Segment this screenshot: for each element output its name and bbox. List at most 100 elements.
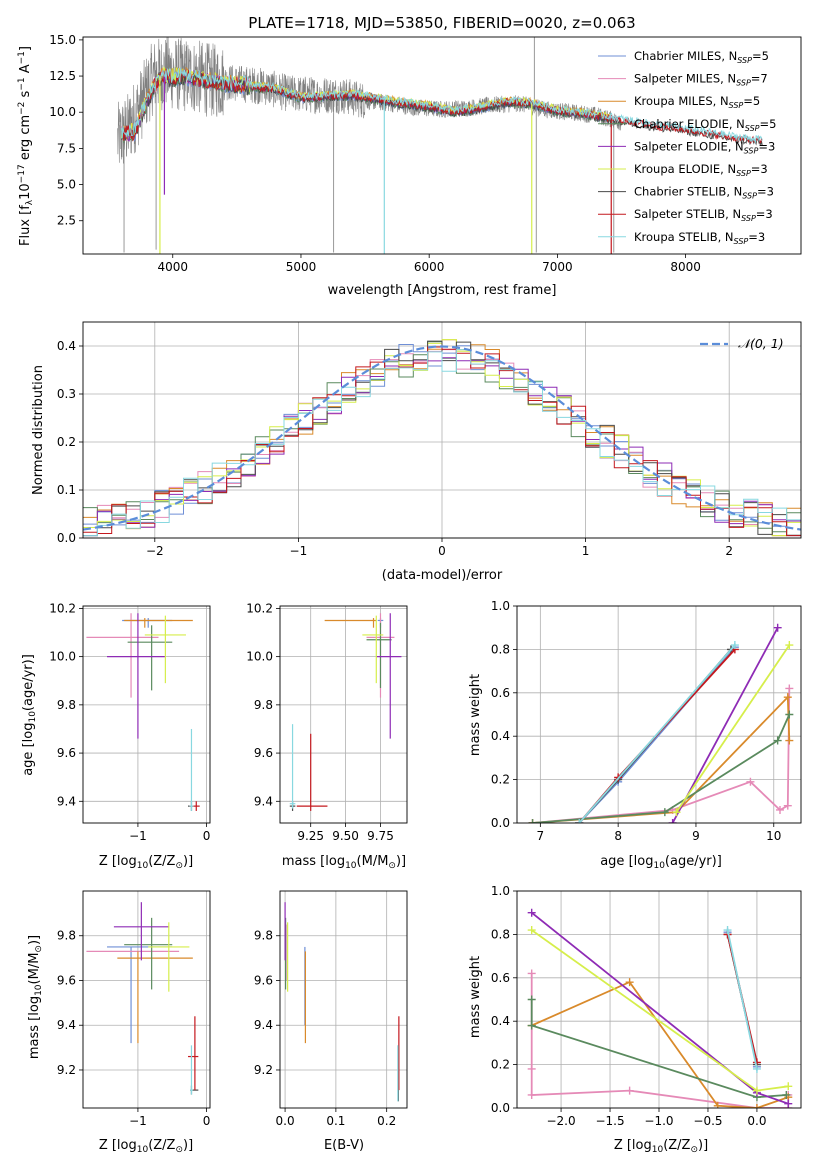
x-tick-label: 0.1	[326, 1114, 345, 1128]
plot-area	[117, 37, 763, 254]
x-tick-label: 7	[537, 829, 545, 843]
x-tick-label: 0	[203, 1114, 211, 1128]
mass-vs-ebv-panel: 0.0 0.1 0.2 9.2 9.4 9.6 9.8 E(B-V)	[254, 890, 408, 1153]
mass-weight-marker	[723, 926, 732, 935]
mass-weight-vs-age-ylabel: mass weight	[468, 674, 483, 756]
x-tick-label: 0	[438, 544, 446, 558]
y-tick-label: 0.8	[491, 642, 510, 656]
x-tick-label: 8	[614, 829, 622, 843]
mass-weight-marker	[785, 641, 794, 650]
mass-weight-vs-Z-plot: −2.0 −1.5 −1.0 −0.5 0.0 0.0 0.2 0.4 0.6 0.8 1.0	[491, 884, 802, 1128]
legend-text: Chabrier MILES, N	[634, 49, 737, 63]
axes-frame	[279, 890, 408, 1109]
mass-weight-marker	[752, 1064, 761, 1073]
legend-label: Chabrier ELODIE, NSSP=5	[634, 117, 776, 133]
x-tick-label: 9	[692, 829, 700, 843]
mass-weight-marker	[672, 808, 681, 817]
legend-text: Kroupa STELIB, N	[634, 230, 734, 244]
spectrum-ylabel: Flux [fλ10−17 erg cm−2 s−1 A−1]	[17, 46, 35, 246]
legend-label: Kroupa STELIB, NSSP=3	[634, 230, 765, 246]
y-tick-label: 9.8	[57, 698, 76, 712]
mass-weight-marker	[730, 641, 739, 650]
mass-weight-vs-age-panel: 7 8 9 10 0.0 0.2 0.4 0.6 0.8 1.0 age [log10(age/y…	[468, 599, 802, 871]
mass-weight-marker	[773, 736, 782, 745]
mass-weight-line	[532, 714, 791, 823]
mass-weight-marker	[783, 801, 792, 810]
y-tick-label: 10.2	[246, 601, 273, 615]
mass-weight-marker	[625, 1086, 634, 1095]
x-tick-label: 0.0	[747, 1114, 766, 1128]
legend-tail: =3	[757, 185, 774, 199]
y-tick-label: 0.3	[57, 387, 76, 401]
x-tick-label: −2	[146, 544, 164, 558]
y-tick-label: 10.2	[49, 601, 76, 615]
mass-weight-vs-Z-ylabel: mass weight	[468, 956, 483, 1038]
y-tick-label: 9.6	[254, 973, 273, 987]
x-tick-label: 2	[725, 544, 733, 558]
y-tick-label: 0.0	[491, 816, 510, 830]
legend-tail: =3	[756, 207, 773, 221]
y-tick-label: 0.2	[491, 773, 510, 787]
y-tick-label: 9.2	[57, 1063, 76, 1077]
y-tick-label: 0.6	[491, 971, 510, 985]
x-tick-label: 0.2	[377, 1114, 396, 1128]
legend-tail: =5	[743, 94, 760, 108]
y-tick-label: 9.6	[57, 973, 76, 987]
legend-sub: SSP	[737, 56, 752, 65]
mass-weight-line	[726, 929, 758, 1070]
y-tick-label: 0.8	[491, 927, 510, 941]
age-vs-mass-plot: 9.25 9.50 9.75 9.4 9.6 9.8 10.0 10.2	[246, 601, 408, 843]
y-tick-label: 9.8	[57, 929, 76, 943]
mass-weight-marker	[785, 684, 794, 693]
y-tick-label: 0.1	[57, 483, 76, 497]
y-tick-label: 9.4	[57, 1018, 76, 1032]
legend-text: Kroupa MILES, N	[634, 94, 729, 108]
mass-weight-marker	[527, 908, 536, 917]
x-tick-label: 9.25	[297, 829, 324, 843]
age-vs-Z-xlabel: Z [log10(Z/Z⊙)]	[99, 854, 193, 871]
axes-frame	[82, 890, 211, 1109]
y-tick-label: 9.8	[254, 698, 273, 712]
y-tick-label: 10.0	[49, 650, 76, 664]
mass-weight-marker	[773, 623, 782, 632]
age-vs-mass-panel: 9.25 9.50 9.75 9.4 9.6 9.8 10.0 10.2 mass [log1…	[246, 601, 408, 871]
legend-label: Salpeter MILES, NSSP=7	[634, 72, 768, 88]
y-tick-label: 10.0	[246, 650, 273, 664]
y-tick-label: 1.0	[491, 599, 510, 613]
plot-area	[86, 613, 200, 811]
mass-weight-line	[675, 644, 791, 813]
x-tick-label: −2.0	[546, 1114, 575, 1128]
legend-tail: =5	[760, 117, 777, 131]
x-tick-label: 0.0	[276, 1114, 295, 1128]
y-tick-label: 15.0	[49, 33, 76, 47]
x-tick-label: −1.5	[595, 1114, 624, 1128]
mass-weight-marker	[527, 1090, 536, 1099]
y-tick-label: 2.5	[57, 214, 76, 228]
mass-weight-vs-age-xlabel: age [log10(age/yr)]	[600, 854, 722, 871]
legend-sub: SSP	[744, 146, 759, 155]
x-tick-label: −1	[290, 544, 308, 558]
residual-xlabel: (data-model)/error	[382, 568, 503, 583]
age-vs-Z-plot: −1 0 9.4 9.6 9.8 10.0 10.2	[49, 601, 211, 843]
legend-sub: SSP	[741, 214, 756, 223]
legend-sub: SSP	[729, 101, 744, 110]
y-tick-label: 9.4	[254, 794, 273, 808]
x-tick-label: 10	[766, 829, 781, 843]
y-tick-label: 9.6	[254, 746, 273, 760]
mass-weight-marker	[527, 995, 536, 1004]
model-spectrum	[121, 67, 763, 144]
plot-area	[83, 339, 801, 537]
y-tick-label: 9.2	[254, 1063, 273, 1077]
mass-weight-marker	[784, 1082, 793, 1091]
plot-area	[289, 613, 402, 811]
mass-weight-marker	[527, 1021, 536, 1030]
plot-area	[527, 908, 793, 1108]
spectrum-plot: 4000 5000 6000 7000 8000 2.5 5.0 7.5 10.0 12.5 15.…	[49, 33, 802, 274]
x-tick-label: 1	[582, 544, 590, 558]
mass-vs-ebv-xlabel: E(B-V)	[324, 1138, 364, 1153]
axes-frame	[279, 605, 408, 824]
legend-text: Salpeter ELODIE, N	[634, 139, 744, 153]
x-tick-label: 5000	[286, 260, 317, 274]
mass-weight-marker	[527, 1064, 536, 1073]
legend-tail: =3	[751, 162, 768, 176]
